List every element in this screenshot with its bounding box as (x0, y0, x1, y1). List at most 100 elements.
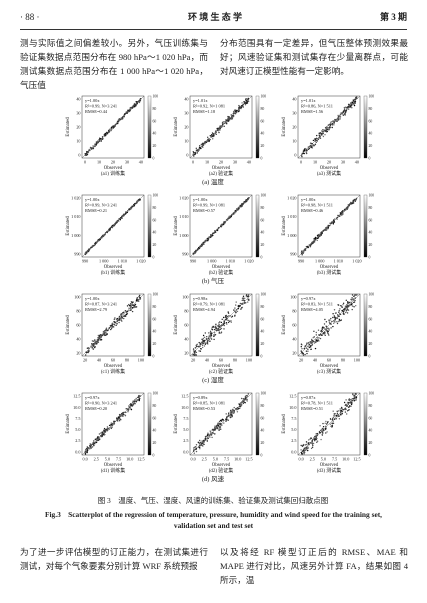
scatter-point (212, 138, 214, 140)
colorbar-tick-label: 100 (369, 194, 375, 198)
reference-line (81, 293, 145, 357)
scatter-point (91, 343, 93, 345)
paragraph: 为了进一步评估模型的订正能力，在测试集进行测试，对每个气象要素分别计算 WRF … (20, 547, 208, 571)
scatter-point (218, 325, 220, 328)
scatter-point (203, 243, 205, 245)
scatter-point (340, 112, 342, 114)
scatter-point (139, 296, 141, 299)
scatter-point (203, 441, 205, 443)
y-tick-label: 7.5 (75, 416, 80, 421)
scatter-point (354, 393, 357, 395)
scatter-point (339, 116, 342, 118)
scatter-point (221, 424, 223, 426)
scatter-point (325, 128, 327, 130)
scatter-point (311, 441, 313, 443)
stats-text: y=1.00x (85, 296, 100, 301)
x-axis-label: Observed (104, 265, 123, 270)
colorbar-tick-label: 60 (369, 416, 373, 420)
scatter-point (326, 431, 328, 433)
scatter-point (212, 135, 214, 138)
y-tick-label: 40 (76, 97, 80, 102)
scatter-point (201, 338, 203, 340)
scatter-point (193, 447, 195, 449)
scatter-point (211, 134, 213, 136)
scatter-point (306, 447, 308, 450)
colorbar-tick-label: 40 (153, 132, 157, 136)
scatter-point (110, 427, 113, 430)
scatter-point (325, 129, 327, 131)
scatter-point (315, 433, 317, 435)
scatter-point (346, 304, 348, 306)
x-axis-label: Observed (104, 166, 123, 171)
scatter-point (123, 317, 125, 320)
scatter-point (207, 432, 209, 434)
y-tick-label: 60 (292, 323, 296, 328)
scatter-point (218, 130, 220, 132)
scatter-point (89, 445, 92, 447)
colorbar-tick-label: 100 (261, 95, 267, 99)
stats-text: R²=0.90, N=3 241 (85, 401, 117, 407)
scatter-point (317, 235, 320, 237)
scatter-point (199, 444, 201, 447)
scatter-point (193, 452, 195, 454)
scatter-point (313, 342, 316, 344)
stats-text: R²=0.83, N=1 511 (301, 302, 333, 308)
scatter-point (319, 137, 322, 139)
scatter-point (305, 441, 308, 443)
x-tick-label: 12.5 (245, 457, 252, 462)
x-tick-label: 12.5 (353, 457, 360, 462)
scatter-point (339, 212, 342, 214)
scatter-point (245, 396, 247, 399)
scatter-point (211, 234, 213, 236)
scatter-point (322, 135, 325, 138)
scatter-point (346, 312, 349, 314)
scatter-point (124, 310, 127, 312)
scatter-point (352, 103, 355, 105)
scatter-point (353, 104, 356, 107)
scatter-point (199, 448, 201, 450)
scatter-point (99, 336, 101, 338)
scatter-point (337, 314, 339, 316)
scatter-point (346, 307, 349, 309)
scatter-point (322, 432, 324, 434)
scatter-point (194, 252, 196, 254)
scatter-point (325, 328, 328, 330)
x-axis-label: Observed (320, 265, 339, 270)
scatter-point (316, 234, 319, 237)
scatter-point (244, 201, 246, 203)
scatter-point (346, 413, 348, 415)
scatter-point (336, 317, 339, 319)
x-axis-label: Observed (320, 166, 339, 171)
scatter-point (313, 330, 315, 332)
scatter-point (241, 306, 244, 309)
scatter-point (231, 409, 234, 411)
scatter-point (98, 438, 100, 440)
scatter-point (343, 108, 346, 110)
scatter-point (134, 402, 136, 405)
y-tick-label: 0.0 (291, 449, 296, 454)
scatter-point (341, 306, 343, 308)
scatter-point (309, 245, 312, 247)
scatter-point (351, 303, 353, 305)
scatter-point (218, 127, 220, 129)
y-tick-label: 40 (292, 336, 296, 341)
scatter-point (314, 435, 317, 437)
scatter-point (351, 294, 354, 296)
y-tick-label: 80 (184, 309, 188, 314)
scatter-point (247, 98, 249, 101)
scatter-point (210, 434, 212, 437)
scatter-point (305, 246, 308, 248)
scatter-point (113, 324, 116, 326)
colorbar-tick-label: 40 (369, 330, 373, 334)
scatter-point (97, 239, 99, 241)
colorbar (147, 392, 152, 456)
scatter-point (336, 322, 339, 325)
scatter-point (322, 333, 324, 335)
panel-caption: (a1) 训练集 (101, 170, 125, 177)
scatter-point (224, 315, 227, 317)
scatter-point (133, 306, 135, 308)
colorbar-tick-label: 80 (261, 305, 265, 309)
scatter-point (329, 127, 331, 129)
scatter-point (301, 452, 303, 454)
colorbar-tick-label: 20 (153, 144, 157, 148)
